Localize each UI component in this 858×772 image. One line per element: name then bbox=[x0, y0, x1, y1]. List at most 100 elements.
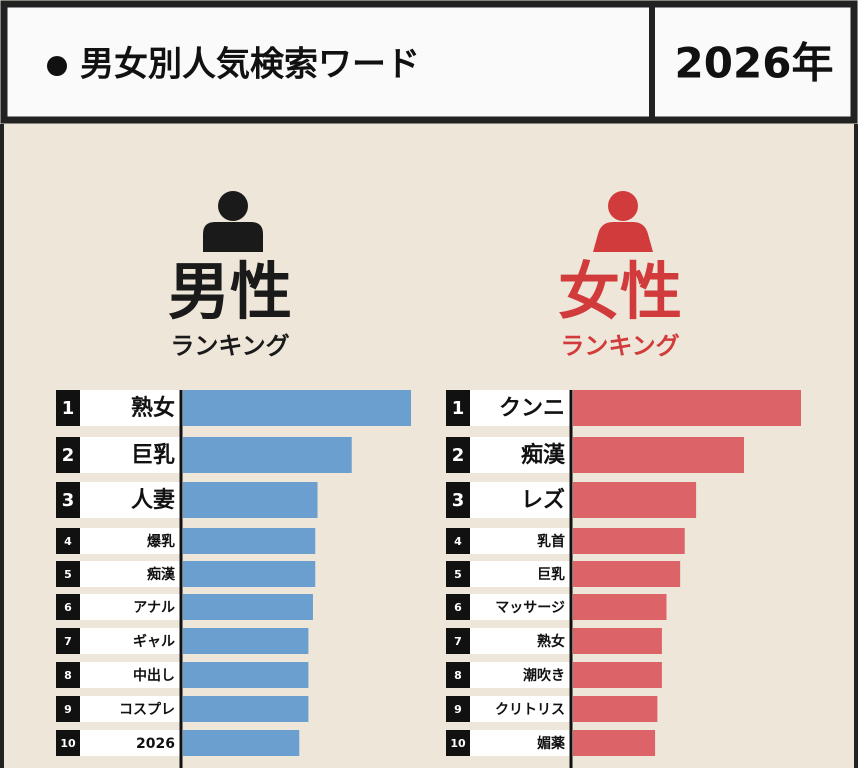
bar bbox=[573, 390, 801, 426]
label-box bbox=[470, 528, 570, 554]
category-label: 中出し bbox=[133, 667, 175, 684]
rank-label: 3 bbox=[452, 490, 465, 511]
bar bbox=[573, 437, 744, 473]
bullet bbox=[47, 56, 67, 76]
rank-box bbox=[446, 482, 470, 518]
bar bbox=[183, 561, 316, 587]
label-box bbox=[470, 594, 570, 620]
category-label: コスプレ bbox=[119, 702, 175, 718]
rank-box bbox=[56, 696, 80, 722]
bar bbox=[573, 628, 662, 654]
category-label: 痴漢 bbox=[147, 566, 176, 583]
category-label: 媚薬 bbox=[537, 735, 565, 752]
rank-label: 6 bbox=[64, 601, 72, 614]
category-label: 痴漢 bbox=[521, 442, 566, 468]
female-icon bbox=[593, 191, 653, 252]
label-box bbox=[470, 437, 570, 473]
category-label: 潮吹き bbox=[523, 667, 565, 684]
rank-label: 5 bbox=[454, 568, 462, 581]
category-label: 爆乳 bbox=[147, 533, 175, 550]
rank-label: 3 bbox=[62, 490, 75, 511]
rank-box bbox=[56, 561, 80, 587]
label-box bbox=[470, 482, 570, 518]
bar bbox=[183, 696, 309, 722]
label-box bbox=[80, 561, 180, 587]
rank-box bbox=[446, 696, 470, 722]
rank-box bbox=[446, 594, 470, 620]
rank-box bbox=[56, 594, 80, 620]
rank-label: 5 bbox=[64, 568, 72, 581]
bar bbox=[183, 662, 309, 688]
category-label: レズ bbox=[521, 487, 565, 513]
label-box bbox=[80, 437, 180, 473]
rank-label: 9 bbox=[454, 703, 462, 716]
label-box bbox=[470, 390, 570, 426]
rank-box bbox=[446, 561, 470, 587]
rank-label: 10 bbox=[450, 737, 466, 750]
bar bbox=[573, 662, 662, 688]
rank-box bbox=[56, 390, 80, 426]
category-label: マッサージ bbox=[495, 600, 565, 616]
bar bbox=[183, 482, 318, 518]
label-box bbox=[470, 628, 570, 654]
category-label: 人妻 bbox=[131, 487, 175, 513]
rank-label: 8 bbox=[454, 669, 462, 682]
rank-box bbox=[446, 628, 470, 654]
rank-box bbox=[56, 628, 80, 654]
rank-box bbox=[446, 437, 470, 473]
rank-box bbox=[56, 482, 80, 518]
label-box bbox=[470, 561, 570, 587]
header-box bbox=[0, 0, 858, 124]
category-label: 乳首 bbox=[537, 533, 565, 550]
label-box bbox=[80, 390, 180, 426]
label-box bbox=[470, 696, 570, 722]
rank-label: 7 bbox=[454, 635, 462, 648]
category-label: 熟女 bbox=[537, 633, 565, 650]
rank-label: 2 bbox=[62, 445, 75, 466]
rank-label: 8 bbox=[64, 669, 72, 682]
rank-label: 4 bbox=[454, 535, 462, 548]
chart-subtitle: ランキング bbox=[560, 332, 679, 360]
rank-box bbox=[446, 390, 470, 426]
bar bbox=[573, 482, 697, 518]
label-box bbox=[80, 696, 180, 722]
category-label: クンニ bbox=[499, 396, 565, 421]
rank-box bbox=[56, 662, 80, 688]
rank-label: 10 bbox=[60, 737, 76, 750]
rank-label: 7 bbox=[64, 635, 72, 648]
header-title: 男女別人気検索ワード bbox=[80, 45, 420, 85]
bar bbox=[573, 696, 658, 722]
label-box bbox=[80, 662, 180, 688]
chart-subtitle: ランキング bbox=[170, 332, 289, 360]
category-label: 巨乳 bbox=[537, 566, 565, 583]
category-label: 熟女 bbox=[131, 395, 175, 421]
bar bbox=[183, 390, 411, 426]
rank-label: 1 bbox=[62, 398, 75, 419]
category-label: ギャル bbox=[133, 633, 175, 650]
rank-label: 2 bbox=[452, 445, 465, 466]
category-label: アナル bbox=[133, 600, 175, 616]
rank-box bbox=[56, 730, 80, 756]
rank-label: 6 bbox=[454, 601, 462, 614]
rank-box bbox=[446, 730, 470, 756]
label-box bbox=[470, 730, 570, 756]
rank-box bbox=[446, 662, 470, 688]
male-icon bbox=[203, 191, 263, 252]
bar bbox=[183, 594, 313, 620]
rank-label: 1 bbox=[452, 398, 465, 419]
category-label: クリトリス bbox=[495, 702, 565, 718]
bar bbox=[183, 437, 352, 473]
rank-box bbox=[56, 437, 80, 473]
label-box bbox=[470, 662, 570, 688]
bar bbox=[573, 594, 667, 620]
bar bbox=[573, 561, 681, 587]
label-box bbox=[80, 594, 180, 620]
header-year: 2026年 bbox=[675, 39, 834, 88]
rank-label: 9 bbox=[64, 703, 72, 716]
bar bbox=[183, 730, 300, 756]
label-box bbox=[80, 482, 180, 518]
bar bbox=[183, 628, 309, 654]
bar bbox=[573, 528, 685, 554]
